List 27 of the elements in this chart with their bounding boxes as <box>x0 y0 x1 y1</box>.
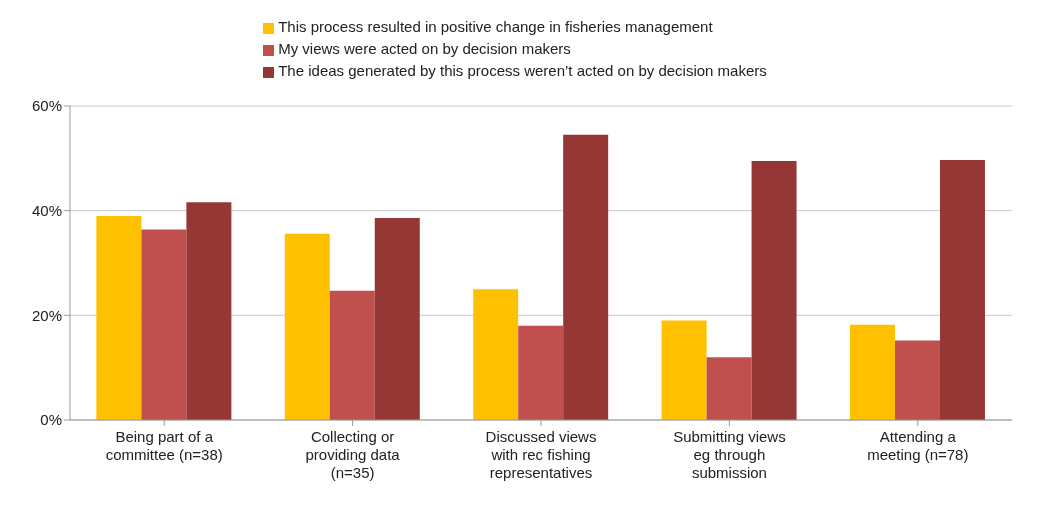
x-tick-label: Collecting or providing data (n=35) <box>305 428 401 481</box>
y-tick-label: 60% <box>31 97 62 115</box>
bar <box>563 134 609 420</box>
bar <box>374 217 420 420</box>
x-tick-label: Discussed views with rec fishing representatives <box>485 428 597 481</box>
x-tick-label: Being part of a committee (n=38) <box>105 428 223 463</box>
bar <box>141 229 187 420</box>
legend-label: My views were acted on by decision makers <box>278 40 571 57</box>
y-tick-label: 40% <box>31 201 62 219</box>
legend-label: This process resulted in positive change in fisheries management <box>278 18 713 35</box>
y-tick-label: 20% <box>31 306 62 324</box>
y-tick-label: 0% <box>40 411 62 429</box>
x-tick-label: Submitting views eg through submission <box>673 428 786 481</box>
bar <box>96 215 142 420</box>
x-tick-label: Attending a meeting (n=78) <box>867 428 969 463</box>
bar <box>751 160 797 420</box>
bar <box>473 289 519 420</box>
bar <box>849 324 895 420</box>
bar <box>939 159 985 420</box>
bar <box>518 325 564 420</box>
bar <box>186 202 232 420</box>
bar <box>661 320 707 420</box>
bar <box>329 290 375 420</box>
bar <box>894 340 940 420</box>
bar <box>706 357 752 420</box>
legend-label: The ideas generated by this process weren’t acted on by decision makers <box>278 62 767 79</box>
bar <box>284 233 330 420</box>
